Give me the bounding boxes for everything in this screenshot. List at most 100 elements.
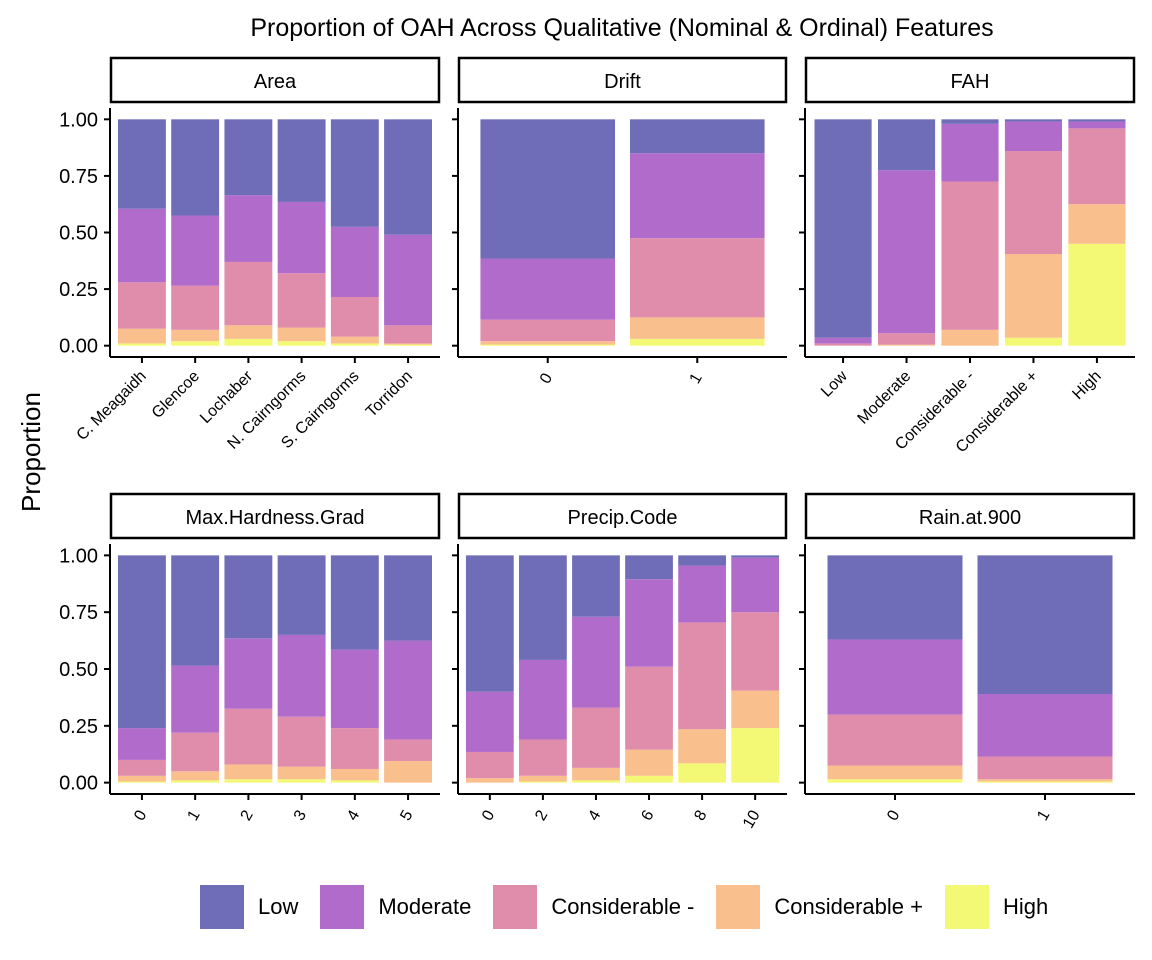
x-tick-label: 0 bbox=[131, 807, 150, 823]
x-tick-label: 8 bbox=[691, 807, 710, 823]
bar-segment bbox=[1004, 121, 1063, 152]
legend-color-key bbox=[200, 885, 244, 929]
bar-segment bbox=[277, 766, 326, 780]
bar-segment bbox=[519, 555, 567, 660]
bar-segment bbox=[171, 732, 220, 772]
bar-segment bbox=[1004, 254, 1063, 338]
bar-segment bbox=[480, 258, 616, 320]
bar-segment bbox=[117, 728, 166, 760]
bar-segment bbox=[678, 555, 726, 566]
bar-segment bbox=[171, 119, 220, 216]
bar-segment bbox=[814, 343, 872, 346]
panel-strip-label: Max.Hardness.Grad bbox=[186, 507, 365, 529]
panel-strip-label: Precip.Code bbox=[567, 507, 677, 529]
legend-label: Considerable + bbox=[774, 894, 923, 919]
bar-segment bbox=[572, 555, 620, 617]
x-tick-label: 6 bbox=[638, 807, 657, 823]
y-tick-label: 1.00 bbox=[59, 545, 98, 567]
legend-item: High bbox=[945, 885, 1048, 929]
bar-segment bbox=[519, 739, 567, 776]
bar-segment bbox=[977, 779, 1113, 782]
bar-segment bbox=[224, 119, 273, 196]
bar-segment bbox=[277, 327, 326, 342]
bar-segment bbox=[384, 555, 433, 641]
x-tick-label: Glencoe bbox=[149, 368, 203, 422]
legend-label: Moderate bbox=[378, 894, 472, 919]
y-tick-label: 0.25 bbox=[59, 716, 98, 738]
panel-strip bbox=[109, 56, 441, 104]
bar-segment bbox=[330, 780, 379, 783]
bar-segment bbox=[731, 555, 780, 558]
bar-segment bbox=[277, 634, 326, 717]
x-tick-label: 5 bbox=[397, 807, 416, 823]
legend-color-key bbox=[716, 885, 761, 929]
bar-segment bbox=[678, 565, 726, 623]
x-tick-label: 2 bbox=[532, 807, 551, 823]
panel-strip bbox=[457, 492, 788, 540]
bar-segment bbox=[977, 555, 1113, 694]
bar-segment bbox=[625, 666, 673, 750]
legend-label: Considerable - bbox=[551, 894, 695, 919]
y-tick-label: 0.75 bbox=[59, 602, 98, 624]
bar-segment bbox=[814, 337, 872, 344]
bar-segment bbox=[572, 616, 620, 708]
bar-segment bbox=[480, 319, 616, 342]
bar-segment bbox=[465, 751, 514, 779]
panel-rain-at-900: Rain.at.900 0 1 bbox=[799, 492, 1136, 824]
bar-segment bbox=[1004, 151, 1063, 255]
bar-segment bbox=[384, 119, 433, 235]
bar-segment bbox=[171, 780, 220, 783]
bar-segment bbox=[678, 622, 726, 730]
panel-strip bbox=[804, 492, 1136, 540]
bar-segment bbox=[171, 285, 220, 330]
bar-segment bbox=[224, 764, 273, 780]
legend-color-key bbox=[493, 885, 538, 929]
bar-segment bbox=[117, 208, 166, 283]
legend-item: Low bbox=[200, 885, 298, 929]
bar-segment bbox=[731, 728, 780, 783]
x-tick-label: 10 bbox=[740, 807, 764, 831]
x-tick-label: 3 bbox=[291, 807, 310, 823]
panel-strip-label: FAH bbox=[951, 71, 990, 93]
bar-segment bbox=[941, 119, 999, 124]
bar-segment bbox=[877, 119, 936, 171]
bar-segment bbox=[384, 739, 433, 762]
bar-segment bbox=[678, 763, 726, 783]
bar-segment bbox=[330, 555, 379, 650]
x-tick-label: 4 bbox=[344, 807, 363, 823]
legend-color-key bbox=[320, 885, 365, 929]
bar-segment bbox=[330, 226, 379, 298]
bar-segment bbox=[629, 338, 765, 346]
bar-segment bbox=[572, 780, 620, 783]
bar-segment bbox=[827, 639, 963, 715]
x-tick-label: Torridon bbox=[363, 368, 416, 421]
bar-segment bbox=[1004, 337, 1063, 346]
bar-segment bbox=[629, 238, 765, 318]
x-tick-label: 0 bbox=[884, 807, 903, 823]
bar-segment bbox=[827, 779, 963, 783]
x-tick-label: 0 bbox=[537, 370, 556, 386]
bar-segment bbox=[384, 343, 433, 345]
panel-strip-label: Area bbox=[254, 71, 297, 93]
x-tick-label: 0 bbox=[479, 807, 498, 823]
bar-segment bbox=[1068, 243, 1126, 346]
bar-segment bbox=[117, 343, 166, 346]
panel-precip-code: Precip.Code 0 2 4 6 8 10 bbox=[452, 492, 788, 831]
bar-segment bbox=[117, 555, 166, 729]
bar-segment bbox=[171, 215, 220, 286]
bar-segment bbox=[625, 555, 673, 580]
panel-strip bbox=[457, 56, 788, 104]
legend-label: Low bbox=[258, 894, 299, 919]
bar-segment bbox=[330, 119, 379, 227]
bar-segment bbox=[465, 778, 514, 783]
bar-segment bbox=[941, 123, 999, 182]
bar-segment bbox=[384, 640, 433, 740]
bar-segment bbox=[224, 779, 273, 783]
bar-segment bbox=[678, 729, 726, 764]
bar-segment bbox=[731, 690, 780, 729]
y-tick-label: 0.00 bbox=[59, 336, 98, 358]
panel-drift: Drift 0 1 bbox=[452, 56, 788, 387]
bar-segment bbox=[827, 714, 963, 766]
bar-segment bbox=[171, 329, 220, 342]
bar-segment bbox=[117, 282, 166, 329]
